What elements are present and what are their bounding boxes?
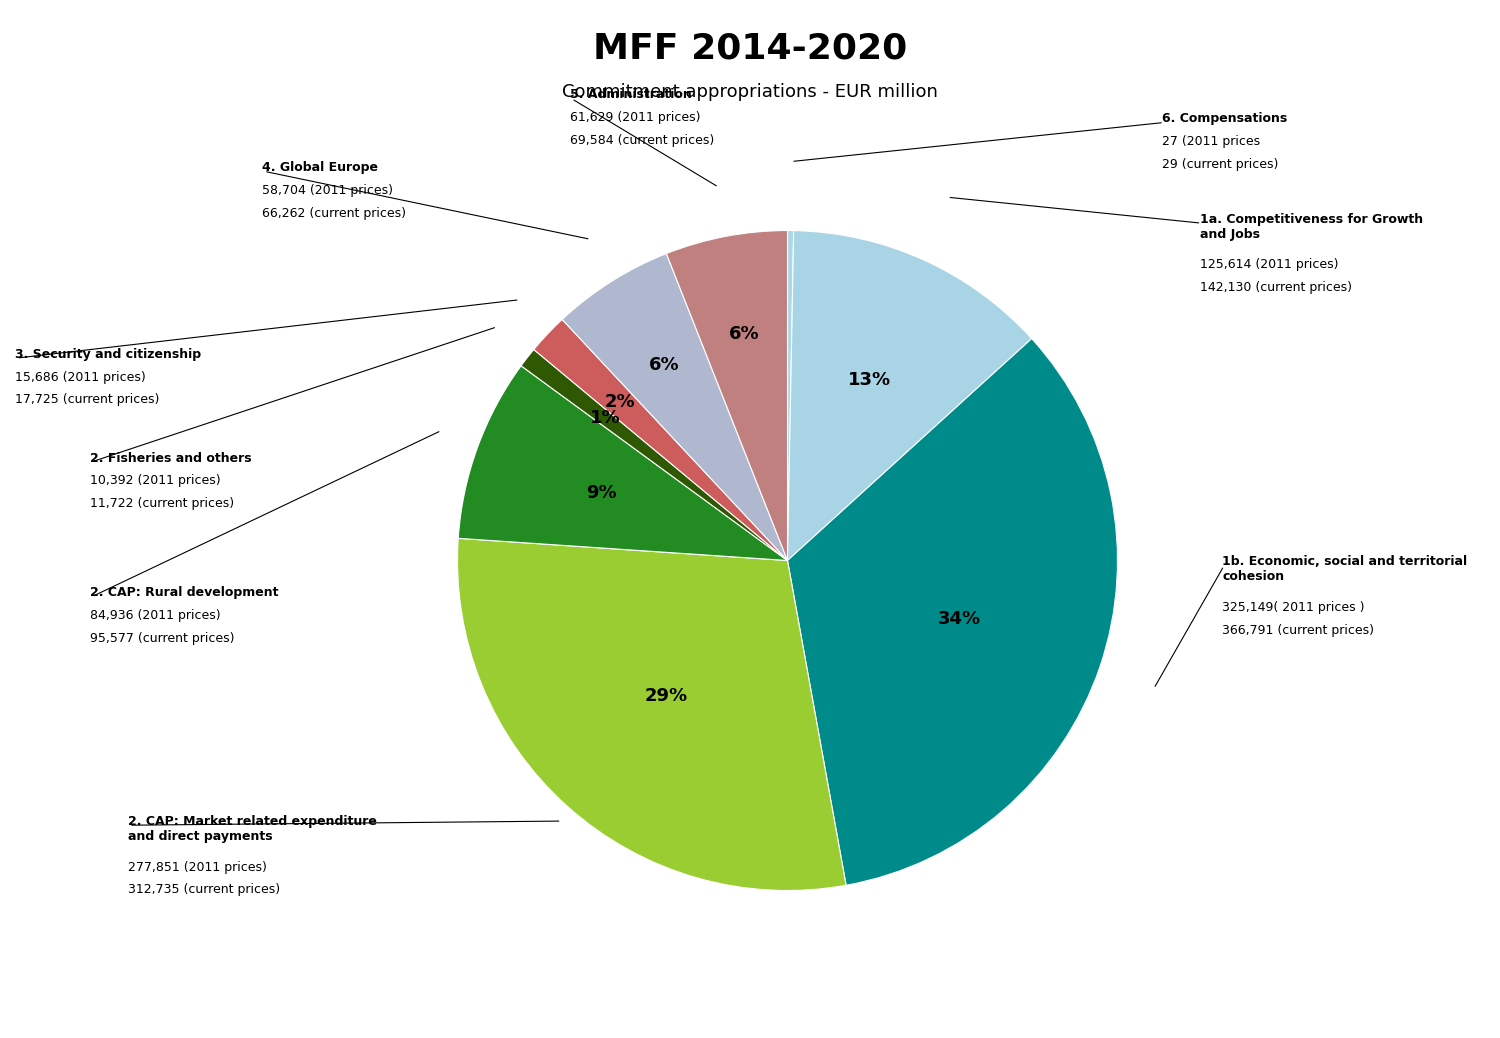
Text: 1a. Competitiveness for Growth
and Jobs: 1a. Competitiveness for Growth and Jobs — [1200, 213, 1423, 241]
Wedge shape — [788, 230, 794, 561]
Wedge shape — [788, 338, 1118, 885]
Text: 3. Security and citizenship: 3. Security and citizenship — [15, 348, 201, 361]
Text: 15,686 (2011 prices): 15,686 (2011 prices) — [15, 371, 146, 384]
Text: 2. Fisheries and others: 2. Fisheries and others — [90, 452, 252, 465]
Text: 29%: 29% — [645, 687, 688, 705]
Text: 84,936 (2011 prices): 84,936 (2011 prices) — [90, 609, 220, 623]
Wedge shape — [534, 320, 788, 561]
Text: 9%: 9% — [586, 484, 616, 501]
Text: 5. Administration: 5. Administration — [570, 88, 692, 102]
Wedge shape — [458, 365, 788, 561]
Wedge shape — [520, 350, 788, 561]
Text: 2. CAP: Rural development: 2. CAP: Rural development — [90, 586, 279, 600]
Text: 11,722 (current prices): 11,722 (current prices) — [90, 497, 234, 511]
Text: 69,584 (current prices): 69,584 (current prices) — [570, 134, 714, 147]
Text: 2%: 2% — [604, 393, 634, 411]
Text: 312,735 (current prices): 312,735 (current prices) — [128, 883, 279, 897]
Text: 6. Compensations: 6. Compensations — [1162, 112, 1287, 126]
Text: 277,851 (2011 prices): 277,851 (2011 prices) — [128, 861, 267, 874]
Text: 125,614 (2011 prices): 125,614 (2011 prices) — [1200, 258, 1338, 272]
Wedge shape — [562, 253, 788, 561]
Text: MFF 2014-2020: MFF 2014-2020 — [592, 31, 908, 65]
Text: 366,791 (current prices): 366,791 (current prices) — [1222, 624, 1374, 637]
Text: 29 (current prices): 29 (current prices) — [1162, 158, 1280, 171]
Wedge shape — [458, 539, 846, 891]
Text: 4. Global Europe: 4. Global Europe — [262, 161, 378, 174]
Text: 6%: 6% — [729, 325, 759, 343]
Text: 95,577 (current prices): 95,577 (current prices) — [90, 632, 234, 646]
Text: 13%: 13% — [847, 372, 891, 389]
Wedge shape — [666, 230, 788, 561]
Text: 6%: 6% — [648, 356, 680, 375]
Text: 27 (2011 prices: 27 (2011 prices — [1162, 135, 1260, 148]
Text: 325,149( 2011 prices ): 325,149( 2011 prices ) — [1222, 601, 1365, 614]
Text: 142,130 (current prices): 142,130 (current prices) — [1200, 281, 1352, 295]
Wedge shape — [788, 230, 1032, 561]
Text: 10,392 (2011 prices): 10,392 (2011 prices) — [90, 474, 220, 488]
Text: 1b. Economic, social and territorial
cohesion: 1b. Economic, social and territorial coh… — [1222, 555, 1467, 583]
Text: 17,725 (current prices): 17,725 (current prices) — [15, 393, 159, 407]
Text: 66,262 (current prices): 66,262 (current prices) — [262, 207, 407, 220]
Text: 1%: 1% — [590, 409, 621, 428]
Text: 61,629 (2011 prices): 61,629 (2011 prices) — [570, 111, 700, 125]
Text: Commitment appropriations - EUR million: Commitment appropriations - EUR million — [562, 83, 938, 101]
Text: 34%: 34% — [938, 610, 981, 628]
Text: 58,704 (2011 prices): 58,704 (2011 prices) — [262, 184, 393, 197]
Text: 2. CAP: Market related expenditure
and direct payments: 2. CAP: Market related expenditure and d… — [128, 815, 376, 843]
